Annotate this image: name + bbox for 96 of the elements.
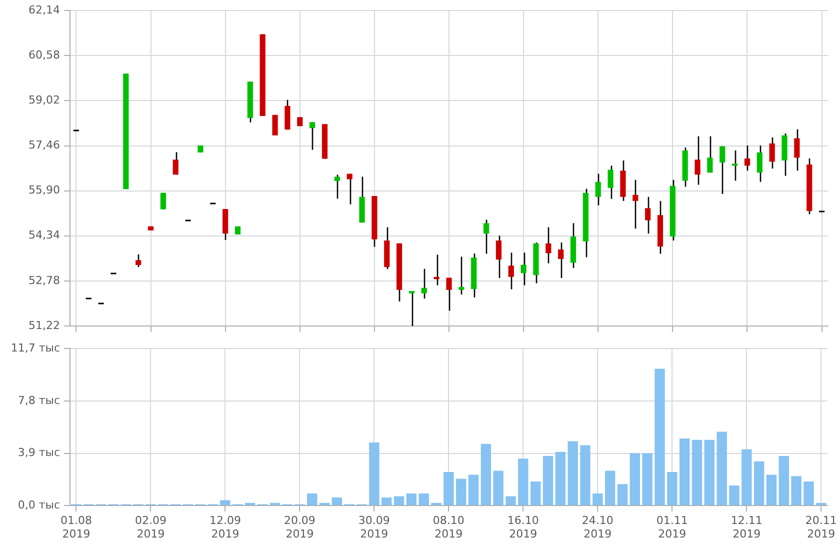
y-tick-label: 52,78 <box>28 274 60 287</box>
candlestick <box>136 254 142 268</box>
bar <box>319 502 330 506</box>
bar <box>382 498 392 506</box>
bar <box>580 445 590 506</box>
bar <box>468 474 479 506</box>
y-tick-label: 62,14 <box>28 3 60 16</box>
bar <box>742 449 752 506</box>
bar <box>530 481 541 506</box>
candlestick <box>458 256 464 296</box>
bar <box>791 476 802 506</box>
x-tick-label: 01.11 2019 <box>656 514 688 540</box>
candlestick <box>608 165 614 200</box>
bar <box>704 440 715 506</box>
x-tick-label: 16.10 2019 <box>507 514 539 540</box>
bar <box>804 481 814 506</box>
bar <box>418 494 429 506</box>
bar <box>654 368 665 506</box>
bar <box>270 502 280 506</box>
candlestick <box>744 144 750 172</box>
bar <box>244 502 256 506</box>
bar <box>307 494 318 506</box>
x-tick-label: 24.10 2019 <box>582 514 614 540</box>
x-tick-label: 01.08 2019 <box>60 514 92 540</box>
bar <box>369 442 380 506</box>
candlestick <box>346 173 352 206</box>
bar <box>692 440 702 506</box>
bar <box>716 432 727 506</box>
candlestick <box>508 252 514 290</box>
bar <box>431 502 442 506</box>
y-tick-label: 11,7 тыс <box>10 341 60 354</box>
bar <box>630 453 640 506</box>
candlestick <box>769 136 775 170</box>
x-tick-label: 20.11 2019 <box>805 514 837 540</box>
candlestick <box>408 290 415 327</box>
bar <box>332 498 342 506</box>
candlestick <box>720 146 726 195</box>
x-tick-label: 20.09 2019 <box>284 514 316 540</box>
candlestick <box>496 234 502 279</box>
candlestick <box>310 121 316 150</box>
candlestick <box>595 173 601 206</box>
candlestick <box>483 219 490 254</box>
candlestick <box>756 144 762 183</box>
bar <box>444 472 454 506</box>
bar <box>506 496 516 506</box>
candlestick <box>272 114 278 136</box>
bar <box>592 494 603 506</box>
y-tick-label: 0,0 тыс <box>18 498 60 512</box>
x-tick-label: 12.11 2019 <box>730 514 762 540</box>
bar <box>617 484 628 506</box>
bar <box>604 470 616 506</box>
bar <box>394 496 404 506</box>
candlestick <box>520 252 526 286</box>
y-tick-label: 3,9 тыс <box>18 446 60 460</box>
bar <box>766 474 777 506</box>
bar <box>778 456 789 506</box>
candlestick <box>421 268 427 300</box>
y-tick-label: 57,46 <box>28 138 60 152</box>
y-tick-label: 51,22 <box>28 318 60 332</box>
x-tick-label: 12.09 2019 <box>209 514 241 540</box>
bar <box>542 456 554 506</box>
candlestick <box>794 128 800 172</box>
bar <box>568 441 578 506</box>
candlestick <box>334 174 340 200</box>
bar <box>679 438 690 506</box>
candlestick <box>632 179 638 230</box>
x-tick-label: 08.10 2019 <box>432 514 464 540</box>
bar <box>456 478 466 506</box>
x-tick-label: 02.09 2019 <box>134 514 166 540</box>
bar <box>480 444 492 506</box>
candlestick <box>707 136 713 174</box>
bar <box>220 500 230 506</box>
y-tick-label: 59,02 <box>28 94 60 107</box>
bar <box>406 494 417 506</box>
bar <box>642 453 652 506</box>
candlestick <box>694 136 700 186</box>
candlestick <box>172 151 178 176</box>
candlestick <box>446 277 452 312</box>
bar <box>754 461 764 506</box>
x-tick-label: 30.09 2019 <box>358 514 390 540</box>
bar <box>667 472 678 506</box>
candlestick <box>558 242 564 279</box>
bar <box>518 458 528 506</box>
y-tick-label: 60,58 <box>28 48 60 62</box>
bar <box>555 452 566 506</box>
candlestick <box>284 99 290 130</box>
y-tick-label: 54,34 <box>28 228 60 242</box>
bar <box>729 485 740 506</box>
bar <box>493 470 504 506</box>
bar <box>816 502 826 506</box>
y-tick-label: 55,90 <box>28 184 60 197</box>
candlestick <box>546 226 552 264</box>
candlestick <box>732 150 738 182</box>
candlestick <box>160 192 166 210</box>
candlestick <box>645 196 651 234</box>
y-tick-label: 7,8 тыс <box>18 394 60 407</box>
